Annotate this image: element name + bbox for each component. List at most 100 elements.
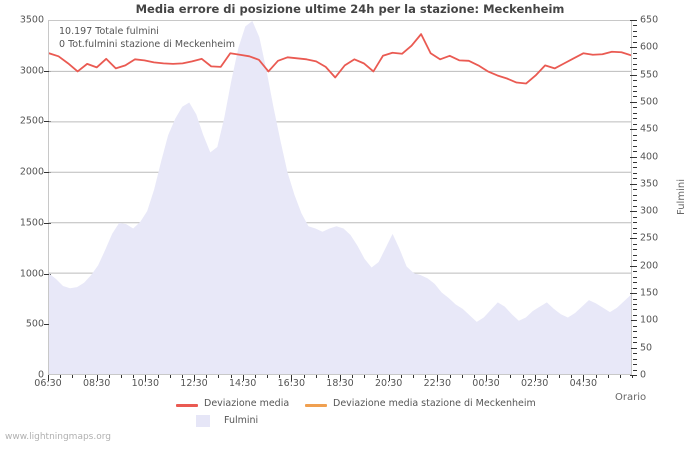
y-axis-minor-tickmark-right [633,282,637,284]
x-axis-tickmark [388,375,390,381]
y-axis-tick-right: 300 [640,205,659,217]
x-axis-minor-tickmark [84,375,86,378]
y-axis-minor-tickmark-right [633,353,637,355]
x-axis-minor-tickmark [449,375,451,378]
x-axis-minor-tickmark [559,375,560,378]
x-axis-minor-tickmark [364,375,366,378]
y-axis-minor-tickmark-right [633,254,637,256]
y-axis-minor-tickmark-right [633,30,637,32]
x-axis-minor-tickmark [522,375,524,378]
y-axis-minor-tickmark-right [633,25,637,27]
x-axis-minor-tickmark [607,375,609,378]
x-axis-minor-tickmark [413,375,414,378]
lightning-area-series [49,21,631,374]
x-axis-tick-label: 04:30 [569,378,598,389]
x-axis-minor-tickmark [157,375,159,378]
y-axis-minor-tickmark-right [633,118,637,120]
y-axis-tickmark-right [630,183,637,185]
x-axis-minor-tickmark [461,375,463,378]
y-axis-tickmark-right [630,74,637,76]
y-axis-tickmark-left [44,70,51,72]
y-axis-minor-tickmark-right [633,260,637,262]
x-axis-tickmark [534,375,536,381]
x-axis-tick-label: 18:30 [326,378,354,389]
y-axis-tick-left: 3500 [19,14,44,26]
y-axis-minor-tickmark-right [633,276,637,278]
x-axis-minor-tickmark [327,375,329,378]
y-axis-minor-tickmark-right [633,189,637,191]
y-axis-minor-tickmark-right [633,63,637,65]
x-axis-minor-tickmark [181,375,183,378]
x-axis-minor-tickmark [254,375,256,378]
x-axis-minor-tickmark [279,375,281,378]
y-axis-minor-tickmark-right [633,162,637,163]
y-axis-tickmark-right [630,211,637,213]
y-axis-tick-left: 0 [37,369,44,381]
x-axis-tick-label: 10:30 [131,378,160,389]
x-axis-minor-tickmark [206,375,208,378]
y-axis-minor-tickmark-right [633,243,637,245]
y-axis-title-right: Fulmini [676,179,687,215]
y-axis-minor-tickmark-right [633,331,637,333]
x-axis-tickmark [242,375,244,381]
chart-legend: Deviazione media Deviazione media stazion… [0,396,700,436]
y-axis-tick-right: 100 [640,314,659,326]
y-axis-minor-tickmark-right [633,58,637,60]
x-axis-minor-tickmark [352,375,354,378]
y-axis-minor-tickmark-right [633,309,637,311]
y-axis-tickmark-right [630,347,637,349]
x-axis-minor-tickmark [133,375,135,378]
y-axis-tick-right: 650 [640,14,659,26]
y-axis-tick-left: 2500 [19,115,44,127]
x-axis-tickmark [437,375,439,381]
x-axis-minor-tickmark [595,375,597,378]
y-axis-tick-left: 1500 [19,217,44,229]
x-axis-tick-label: 20:30 [374,378,403,389]
y-axis-minor-tickmark-right [633,145,637,147]
x-axis-tick-label: 16:30 [277,378,306,389]
x-axis-minor-tickmark [400,375,402,378]
x-axis-minor-tickmark [315,375,317,378]
x-axis-title: Orario [615,392,647,403]
chart-annotation: 10.197 Totale fulmini 0 Tot.fulmini staz… [59,25,235,51]
x-axis-tickmark [48,375,49,381]
y-axis-minor-tickmark-right [633,96,637,98]
y-axis-minor-tickmark-right [633,358,637,360]
y-axis-tickmark-right [630,20,637,21]
y-axis-tick-left: 3000 [19,65,44,77]
y-axis-tickmark-right [630,375,637,376]
x-axis-minor-tickmark [72,375,74,378]
x-axis-minor-tickmark [230,375,232,378]
x-axis-tick-label: 22:30 [423,378,452,389]
y-axis-tickmark-right [630,265,637,267]
x-axis-minor-tickmark [510,375,512,378]
x-axis-tickmark [583,375,585,381]
y-axis-minor-tickmark-right [633,178,637,180]
y-axis-tickmark-right [630,101,637,103]
annotation-station-strokes: 0 Tot.fulmini stazione di Meckenheim [59,39,235,50]
x-axis-minor-tickmark [108,375,110,378]
y-axis-tick-left: 500 [25,318,44,330]
y-axis-minor-tickmark-right [633,91,637,92]
y-axis-minor-tickmark-right [633,123,637,125]
x-axis-tickmark [486,375,487,381]
y-axis-minor-tickmark-right [633,194,637,196]
legend-label: Deviazione media stazione di Meckenheim [333,398,536,409]
x-axis-minor-tickmark [121,375,122,378]
y-axis-minor-tickmark-right [633,287,637,289]
y-axis-minor-tickmark-right [633,41,637,43]
y-axis-minor-tickmark-right [633,369,637,371]
x-axis-tickmark [145,375,147,381]
y-axis-tickmark-right [630,129,637,131]
y-axis-tick-right: 200 [640,260,659,272]
annotation-total-strokes: 10.197 Totale fulmini [59,26,159,37]
y-axis-minor-tickmark-right [633,298,637,300]
y-axis-tick-right: 50 [640,342,653,354]
legend-swatch [176,404,198,407]
x-axis-tickmark [291,375,293,381]
y-axis-tickmark-right [630,320,637,322]
x-axis-tick-label: 14:30 [228,378,257,389]
x-axis-minor-tickmark [619,375,621,378]
y-axis-tickmark-left [44,273,51,275]
y-axis-minor-tickmark-right [633,233,637,234]
